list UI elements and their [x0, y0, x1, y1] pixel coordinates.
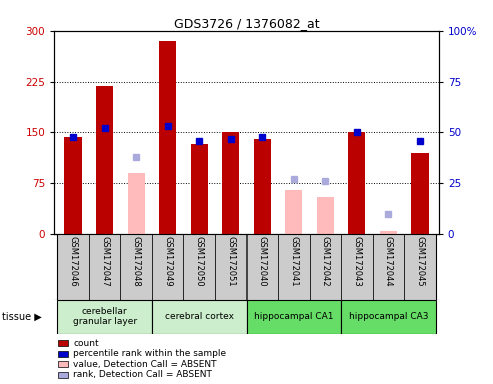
Text: GSM172041: GSM172041	[289, 236, 298, 287]
Bar	[58, 361, 68, 367]
Bar	[373, 234, 404, 300]
Bar	[65, 137, 82, 234]
Text: hippocampal CA3: hippocampal CA3	[349, 312, 428, 321]
Bar	[253, 139, 271, 234]
Bar	[380, 231, 397, 234]
Bar	[310, 234, 341, 300]
Text: GSM172045: GSM172045	[416, 236, 424, 287]
Text: cerebellar
granular layer: cerebellar granular layer	[72, 307, 137, 326]
Text: GSM172043: GSM172043	[352, 236, 361, 287]
Text: GSM172048: GSM172048	[132, 236, 141, 287]
Text: percentile rank within the sample: percentile rank within the sample	[73, 349, 227, 358]
Bar	[246, 234, 278, 300]
Bar	[152, 300, 246, 334]
Text: GSM172049: GSM172049	[163, 236, 172, 287]
Bar	[341, 234, 373, 300]
Bar	[152, 234, 183, 300]
Bar	[183, 234, 215, 300]
Bar	[96, 86, 113, 234]
Bar	[191, 144, 208, 234]
Text: GSM172051: GSM172051	[226, 236, 235, 287]
Bar	[222, 132, 240, 234]
Bar	[159, 41, 176, 234]
Bar	[58, 340, 68, 346]
Bar	[341, 300, 436, 334]
Bar	[58, 351, 68, 357]
Text: GSM172044: GSM172044	[384, 236, 393, 287]
Bar	[57, 234, 89, 300]
Title: GDS3726 / 1376082_at: GDS3726 / 1376082_at	[174, 17, 319, 30]
Text: cerebral cortex: cerebral cortex	[165, 312, 234, 321]
Text: rank, Detection Call = ABSENT: rank, Detection Call = ABSENT	[73, 371, 212, 379]
Text: value, Detection Call = ABSENT: value, Detection Call = ABSENT	[73, 360, 217, 369]
Text: tissue ▶: tissue ▶	[2, 312, 42, 322]
Bar	[285, 190, 302, 234]
Bar	[278, 234, 310, 300]
Bar	[58, 372, 68, 378]
Bar	[215, 234, 246, 300]
Text: hippocampal CA1: hippocampal CA1	[254, 312, 334, 321]
Bar	[57, 300, 152, 334]
Text: GSM172046: GSM172046	[69, 236, 77, 287]
Text: GSM172042: GSM172042	[321, 236, 330, 287]
Text: GSM172050: GSM172050	[195, 236, 204, 287]
Bar	[128, 173, 145, 234]
Bar	[120, 234, 152, 300]
Bar	[317, 197, 334, 234]
Bar	[246, 300, 341, 334]
Bar	[348, 132, 365, 234]
Bar	[89, 234, 120, 300]
Bar	[411, 153, 428, 234]
Text: GSM172040: GSM172040	[258, 236, 267, 287]
Bar	[404, 234, 436, 300]
Text: count: count	[73, 339, 99, 348]
Text: GSM172047: GSM172047	[100, 236, 109, 287]
